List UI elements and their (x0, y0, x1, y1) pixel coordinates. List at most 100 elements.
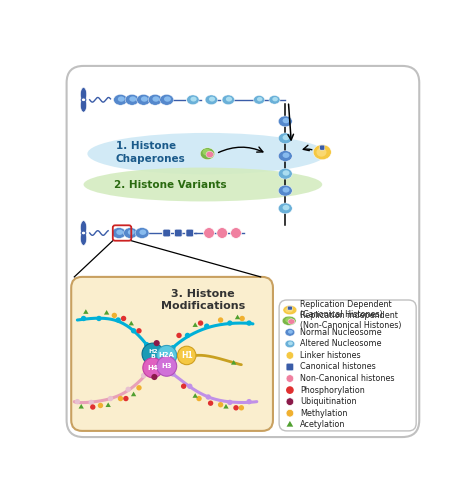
Ellipse shape (285, 317, 293, 323)
Ellipse shape (283, 305, 297, 315)
Circle shape (137, 385, 142, 390)
Ellipse shape (124, 228, 137, 239)
FancyBboxPatch shape (66, 66, 419, 437)
Ellipse shape (112, 228, 126, 239)
Text: Linker histones: Linker histones (300, 351, 361, 360)
Ellipse shape (273, 97, 278, 101)
Ellipse shape (187, 95, 199, 105)
Ellipse shape (283, 170, 290, 176)
Polygon shape (104, 310, 109, 315)
Ellipse shape (81, 88, 87, 101)
Circle shape (185, 333, 190, 338)
Circle shape (90, 404, 95, 410)
Circle shape (143, 358, 163, 378)
Ellipse shape (278, 150, 292, 161)
Ellipse shape (269, 96, 280, 104)
Circle shape (131, 328, 137, 334)
Ellipse shape (283, 135, 290, 140)
Circle shape (204, 228, 214, 239)
Circle shape (208, 400, 213, 406)
Ellipse shape (81, 232, 87, 246)
Ellipse shape (118, 96, 125, 102)
Ellipse shape (164, 96, 171, 102)
Circle shape (246, 399, 252, 404)
Circle shape (217, 228, 228, 239)
Circle shape (154, 340, 160, 346)
FancyBboxPatch shape (174, 229, 182, 237)
Circle shape (227, 320, 233, 326)
Ellipse shape (285, 340, 295, 348)
Circle shape (142, 343, 164, 365)
Polygon shape (287, 421, 293, 427)
Polygon shape (192, 322, 198, 327)
Ellipse shape (283, 152, 290, 158)
Ellipse shape (114, 95, 128, 105)
Circle shape (89, 400, 94, 405)
Circle shape (286, 374, 294, 382)
Text: Non-Canonical histones: Non-Canonical histones (300, 374, 394, 383)
Ellipse shape (81, 98, 87, 112)
Ellipse shape (278, 116, 292, 127)
Ellipse shape (148, 95, 162, 105)
FancyBboxPatch shape (279, 300, 416, 431)
Ellipse shape (81, 221, 87, 235)
Circle shape (157, 356, 177, 376)
Text: Altered Nucleosome: Altered Nucleosome (300, 340, 382, 349)
Text: Replication independent
(Non-Canonical Histones): Replication independent (Non-Canonical H… (300, 311, 401, 331)
Ellipse shape (288, 330, 293, 334)
Ellipse shape (283, 205, 290, 210)
Text: 2. Histone Variants: 2. Histone Variants (114, 179, 227, 190)
Ellipse shape (222, 95, 235, 105)
Ellipse shape (160, 95, 173, 105)
FancyBboxPatch shape (320, 145, 325, 150)
Polygon shape (231, 360, 237, 365)
Ellipse shape (278, 133, 292, 144)
Circle shape (231, 228, 241, 239)
Polygon shape (128, 321, 134, 325)
Circle shape (98, 403, 103, 408)
Ellipse shape (83, 167, 322, 201)
Ellipse shape (125, 95, 139, 105)
Ellipse shape (191, 97, 197, 102)
Text: Ubiquitination: Ubiquitination (300, 397, 356, 406)
Circle shape (286, 352, 294, 359)
Text: Methylation: Methylation (300, 409, 347, 418)
Circle shape (239, 316, 245, 321)
Circle shape (218, 317, 223, 323)
Ellipse shape (129, 96, 137, 102)
Polygon shape (83, 309, 89, 314)
Text: Replication Dependent
(Canonical Histones): Replication Dependent (Canonical Histone… (300, 299, 392, 319)
Circle shape (198, 320, 203, 326)
Circle shape (177, 346, 196, 365)
Circle shape (137, 328, 142, 334)
Ellipse shape (285, 307, 293, 313)
FancyBboxPatch shape (288, 306, 292, 310)
Circle shape (286, 409, 294, 417)
Text: 1. Histone
Chaperones: 1. Histone Chaperones (116, 140, 186, 164)
FancyBboxPatch shape (286, 363, 294, 371)
Circle shape (286, 398, 294, 405)
Circle shape (239, 405, 244, 410)
Circle shape (108, 396, 113, 401)
Ellipse shape (278, 203, 292, 214)
Ellipse shape (278, 185, 292, 196)
Ellipse shape (278, 168, 292, 179)
Ellipse shape (153, 96, 159, 102)
Ellipse shape (205, 95, 218, 105)
Polygon shape (223, 404, 228, 408)
Circle shape (96, 316, 101, 321)
Circle shape (126, 386, 131, 392)
Ellipse shape (116, 230, 123, 235)
Text: H1: H1 (181, 351, 192, 360)
FancyBboxPatch shape (71, 277, 273, 431)
Circle shape (170, 345, 175, 351)
Circle shape (144, 342, 149, 348)
Ellipse shape (87, 133, 326, 174)
Ellipse shape (283, 187, 290, 193)
Ellipse shape (139, 230, 146, 235)
Polygon shape (192, 393, 198, 398)
Ellipse shape (257, 97, 263, 101)
Ellipse shape (141, 96, 148, 102)
Polygon shape (131, 391, 136, 396)
Circle shape (204, 324, 210, 329)
